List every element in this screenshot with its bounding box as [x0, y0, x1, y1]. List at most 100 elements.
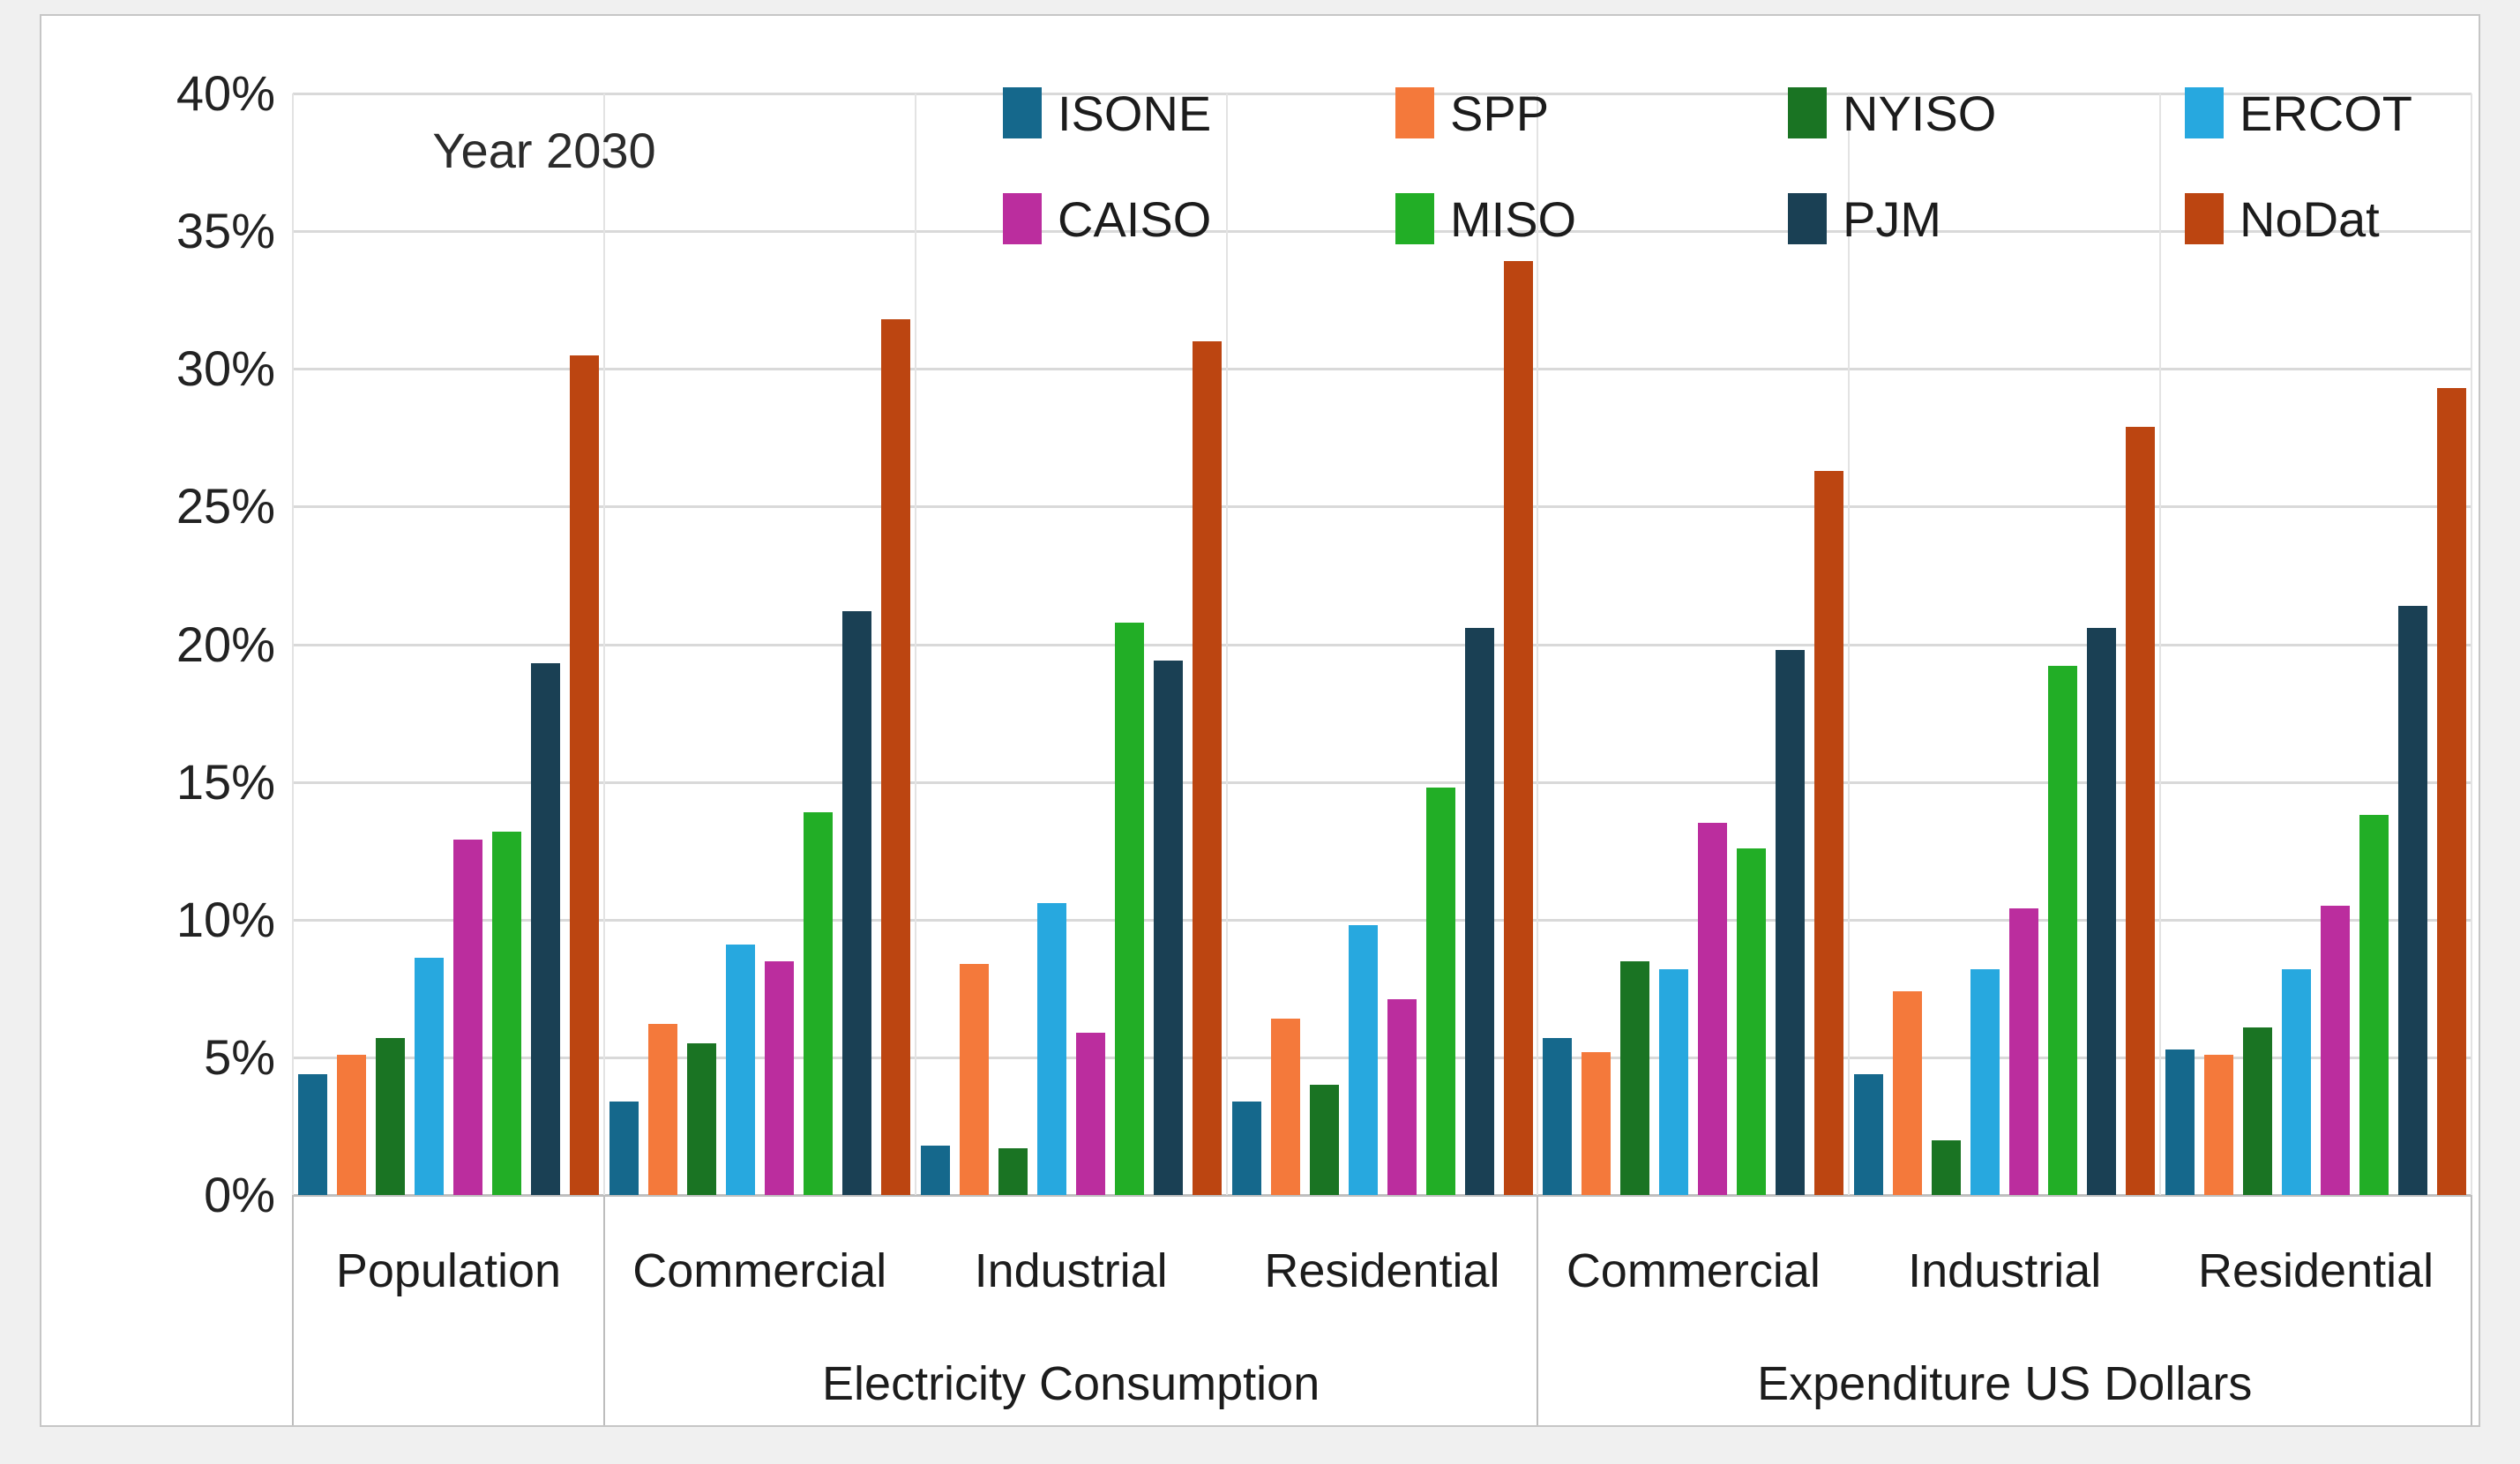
bar-pjm-6	[2398, 605, 2428, 1195]
bar-ercot-6	[2282, 968, 2312, 1195]
legend-item-spp: SPP	[1395, 85, 1549, 141]
supercategory-label-1: Electricity Consumption	[822, 1357, 1320, 1410]
legend-item-ercot: ERCOT	[2185, 85, 2412, 141]
chart-title: Year 2030	[432, 123, 656, 178]
category-label-2: Industrial	[974, 1244, 1168, 1297]
legend-label-miso: MISO	[1450, 190, 1577, 247]
y-gridline	[293, 505, 2471, 509]
y-tick-label: 5%	[204, 1028, 275, 1085]
bar-isone-4	[1543, 1038, 1573, 1195]
legend-item-miso: MISO	[1395, 190, 1576, 247]
y-gridline	[293, 93, 2471, 95]
bar-spp-6	[2204, 1054, 2234, 1195]
y-tick-label: 35%	[176, 203, 275, 259]
bar-caiso-0	[452, 840, 482, 1195]
bar-isone-1	[609, 1101, 639, 1195]
bar-miso-2	[1114, 622, 1144, 1195]
legend-label-pjm: PJM	[1843, 190, 1941, 247]
legend-item-nodat: NoDat	[2185, 190, 2380, 247]
bar-ercot-1	[725, 944, 755, 1195]
legend-item-caiso: CAISO	[1003, 190, 1211, 247]
bar-nyiso-2	[998, 1147, 1028, 1195]
bar-isone-0	[297, 1073, 327, 1195]
category-label-1: Commercial	[632, 1244, 887, 1297]
y-gridline	[293, 918, 2471, 922]
bar-spp-1	[647, 1024, 677, 1195]
category-gridline	[2159, 93, 2162, 1195]
bar-nyiso-3	[1309, 1085, 1339, 1195]
bar-isone-5	[1854, 1073, 1884, 1195]
bar-caiso-5	[2009, 908, 2039, 1195]
bar-nodat-3	[1503, 261, 1533, 1195]
supercategory-label-2: Expenditure US Dollars	[1757, 1357, 2253, 1410]
bar-miso-6	[2359, 815, 2389, 1195]
legend-swatch-caiso-icon	[1003, 193, 1042, 244]
bar-isone-2	[920, 1145, 950, 1195]
legend-swatch-isone-icon	[1003, 87, 1042, 138]
y-gridline	[293, 1056, 2471, 1059]
bar-isone-3	[1231, 1101, 1261, 1195]
y-tick-label: 30%	[176, 340, 275, 397]
bar-miso-0	[491, 831, 521, 1195]
bar-miso-4	[1737, 848, 1767, 1195]
bar-nodat-2	[1192, 341, 1222, 1195]
bar-nyiso-5	[1932, 1139, 1962, 1195]
legend-swatch-pjm-icon	[1788, 193, 1827, 244]
y-tick-label: 0%	[204, 1167, 275, 1222]
bar-ercot-5	[1970, 968, 2000, 1195]
y-gridline	[293, 781, 2471, 784]
category-cell-border	[602, 1195, 605, 1425]
bar-miso-3	[1425, 787, 1455, 1195]
legend-label-nodat: NoDat	[2240, 190, 2380, 247]
y-gridline	[293, 643, 2471, 646]
legend-label-ercot: ERCOT	[2240, 85, 2412, 141]
bar-miso-1	[803, 811, 833, 1195]
bar-pjm-3	[1464, 627, 1494, 1195]
category-label-5: Industrial	[1908, 1244, 2102, 1297]
bar-nodat-6	[2437, 388, 2467, 1195]
legend-swatch-nyiso-icon	[1788, 87, 1827, 138]
bar-spp-4	[1582, 1051, 1611, 1195]
category-gridline	[2471, 93, 2472, 1195]
bar-pjm-1	[841, 611, 871, 1195]
category-label-3: Residential	[1264, 1244, 1500, 1297]
y-tick-label: 10%	[176, 891, 275, 947]
bar-ercot-0	[414, 958, 444, 1195]
bar-miso-5	[2048, 666, 2078, 1195]
legend-item-isone: ISONE	[1003, 85, 1211, 141]
bar-spp-2	[959, 963, 989, 1195]
bar-nodat-4	[1814, 470, 1844, 1195]
category-gridline	[914, 93, 916, 1195]
y-tick-label: 20%	[176, 616, 275, 672]
bar-nyiso-0	[375, 1038, 405, 1195]
x-axis-line	[293, 1194, 2471, 1197]
bar-spp-0	[336, 1054, 366, 1195]
legend-label-caiso: CAISO	[1058, 190, 1212, 247]
y-tick-label: 25%	[176, 478, 275, 534]
bar-nyiso-1	[686, 1043, 716, 1195]
legend-label-isone: ISONE	[1058, 85, 1212, 141]
category-gridline	[1848, 93, 1851, 1195]
bar-caiso-4	[1698, 823, 1728, 1195]
chart-panel: Year 2030 ISONE SPP NYISO ERCOT CAISO MISO PJM…	[40, 14, 2480, 1427]
bar-pjm-5	[2087, 627, 2117, 1195]
legend-swatch-ercot-icon	[2185, 87, 2224, 138]
category-cell-border	[1537, 1195, 1539, 1425]
legend-swatch-miso-icon	[1395, 193, 1434, 244]
bar-pjm-0	[530, 663, 560, 1195]
bar-caiso-2	[1075, 1032, 1105, 1195]
bar-isone-6	[2165, 1049, 2195, 1195]
category-cell-border	[2471, 1195, 2472, 1425]
legend-label-nyiso: NYISO	[1843, 85, 1997, 141]
legend-swatch-spp-icon	[1395, 87, 1434, 138]
bar-nyiso-6	[2243, 1027, 2273, 1195]
category-label-6: Residential	[2197, 1244, 2434, 1297]
legend-swatch-nodat-icon	[2185, 193, 2224, 244]
category-cell-border	[292, 1195, 294, 1425]
bar-ercot-3	[1348, 924, 1378, 1195]
bar-caiso-6	[2321, 906, 2351, 1195]
category-gridline	[1225, 93, 1228, 1195]
category-label-0: Population	[335, 1244, 562, 1297]
bar-caiso-3	[1387, 999, 1417, 1195]
